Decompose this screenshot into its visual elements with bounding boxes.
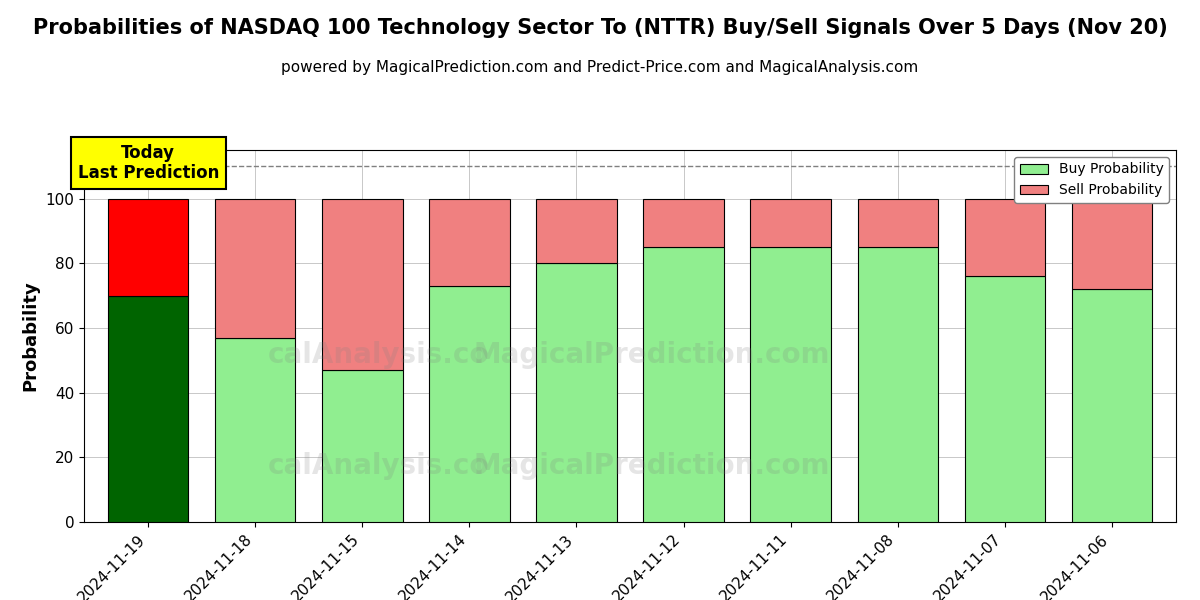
Bar: [965, 199, 1045, 276]
Bar: [750, 247, 830, 522]
Bar: [430, 286, 510, 522]
Bar: [536, 199, 617, 263]
Bar: [323, 199, 402, 370]
Bar: [108, 199, 188, 296]
Bar: [643, 199, 724, 247]
Text: Today
Last Prediction: Today Last Prediction: [78, 143, 218, 182]
Text: powered by MagicalPrediction.com and Predict-Price.com and MagicalAnalysis.com: powered by MagicalPrediction.com and Pre…: [281, 60, 919, 75]
Bar: [323, 370, 402, 522]
Y-axis label: Probability: Probability: [22, 281, 40, 391]
Legend: Buy Probability, Sell Probability: Buy Probability, Sell Probability: [1014, 157, 1169, 203]
Bar: [1072, 199, 1152, 289]
Bar: [965, 276, 1045, 522]
Text: Probabilities of NASDAQ 100 Technology Sector To (NTTR) Buy/Sell Signals Over 5 : Probabilities of NASDAQ 100 Technology S…: [32, 18, 1168, 38]
Bar: [536, 263, 617, 522]
Bar: [1072, 289, 1152, 522]
Text: calAnalysis.co: calAnalysis.co: [268, 341, 490, 368]
Bar: [215, 338, 295, 522]
Text: MagicalPrediction.com: MagicalPrediction.com: [474, 452, 830, 480]
Bar: [750, 199, 830, 247]
Bar: [430, 199, 510, 286]
Bar: [108, 296, 188, 522]
Bar: [215, 199, 295, 338]
Bar: [858, 247, 937, 522]
Bar: [643, 247, 724, 522]
Text: calAnalysis.co: calAnalysis.co: [268, 452, 490, 480]
Bar: [858, 199, 937, 247]
Text: MagicalPrediction.com: MagicalPrediction.com: [474, 341, 830, 368]
